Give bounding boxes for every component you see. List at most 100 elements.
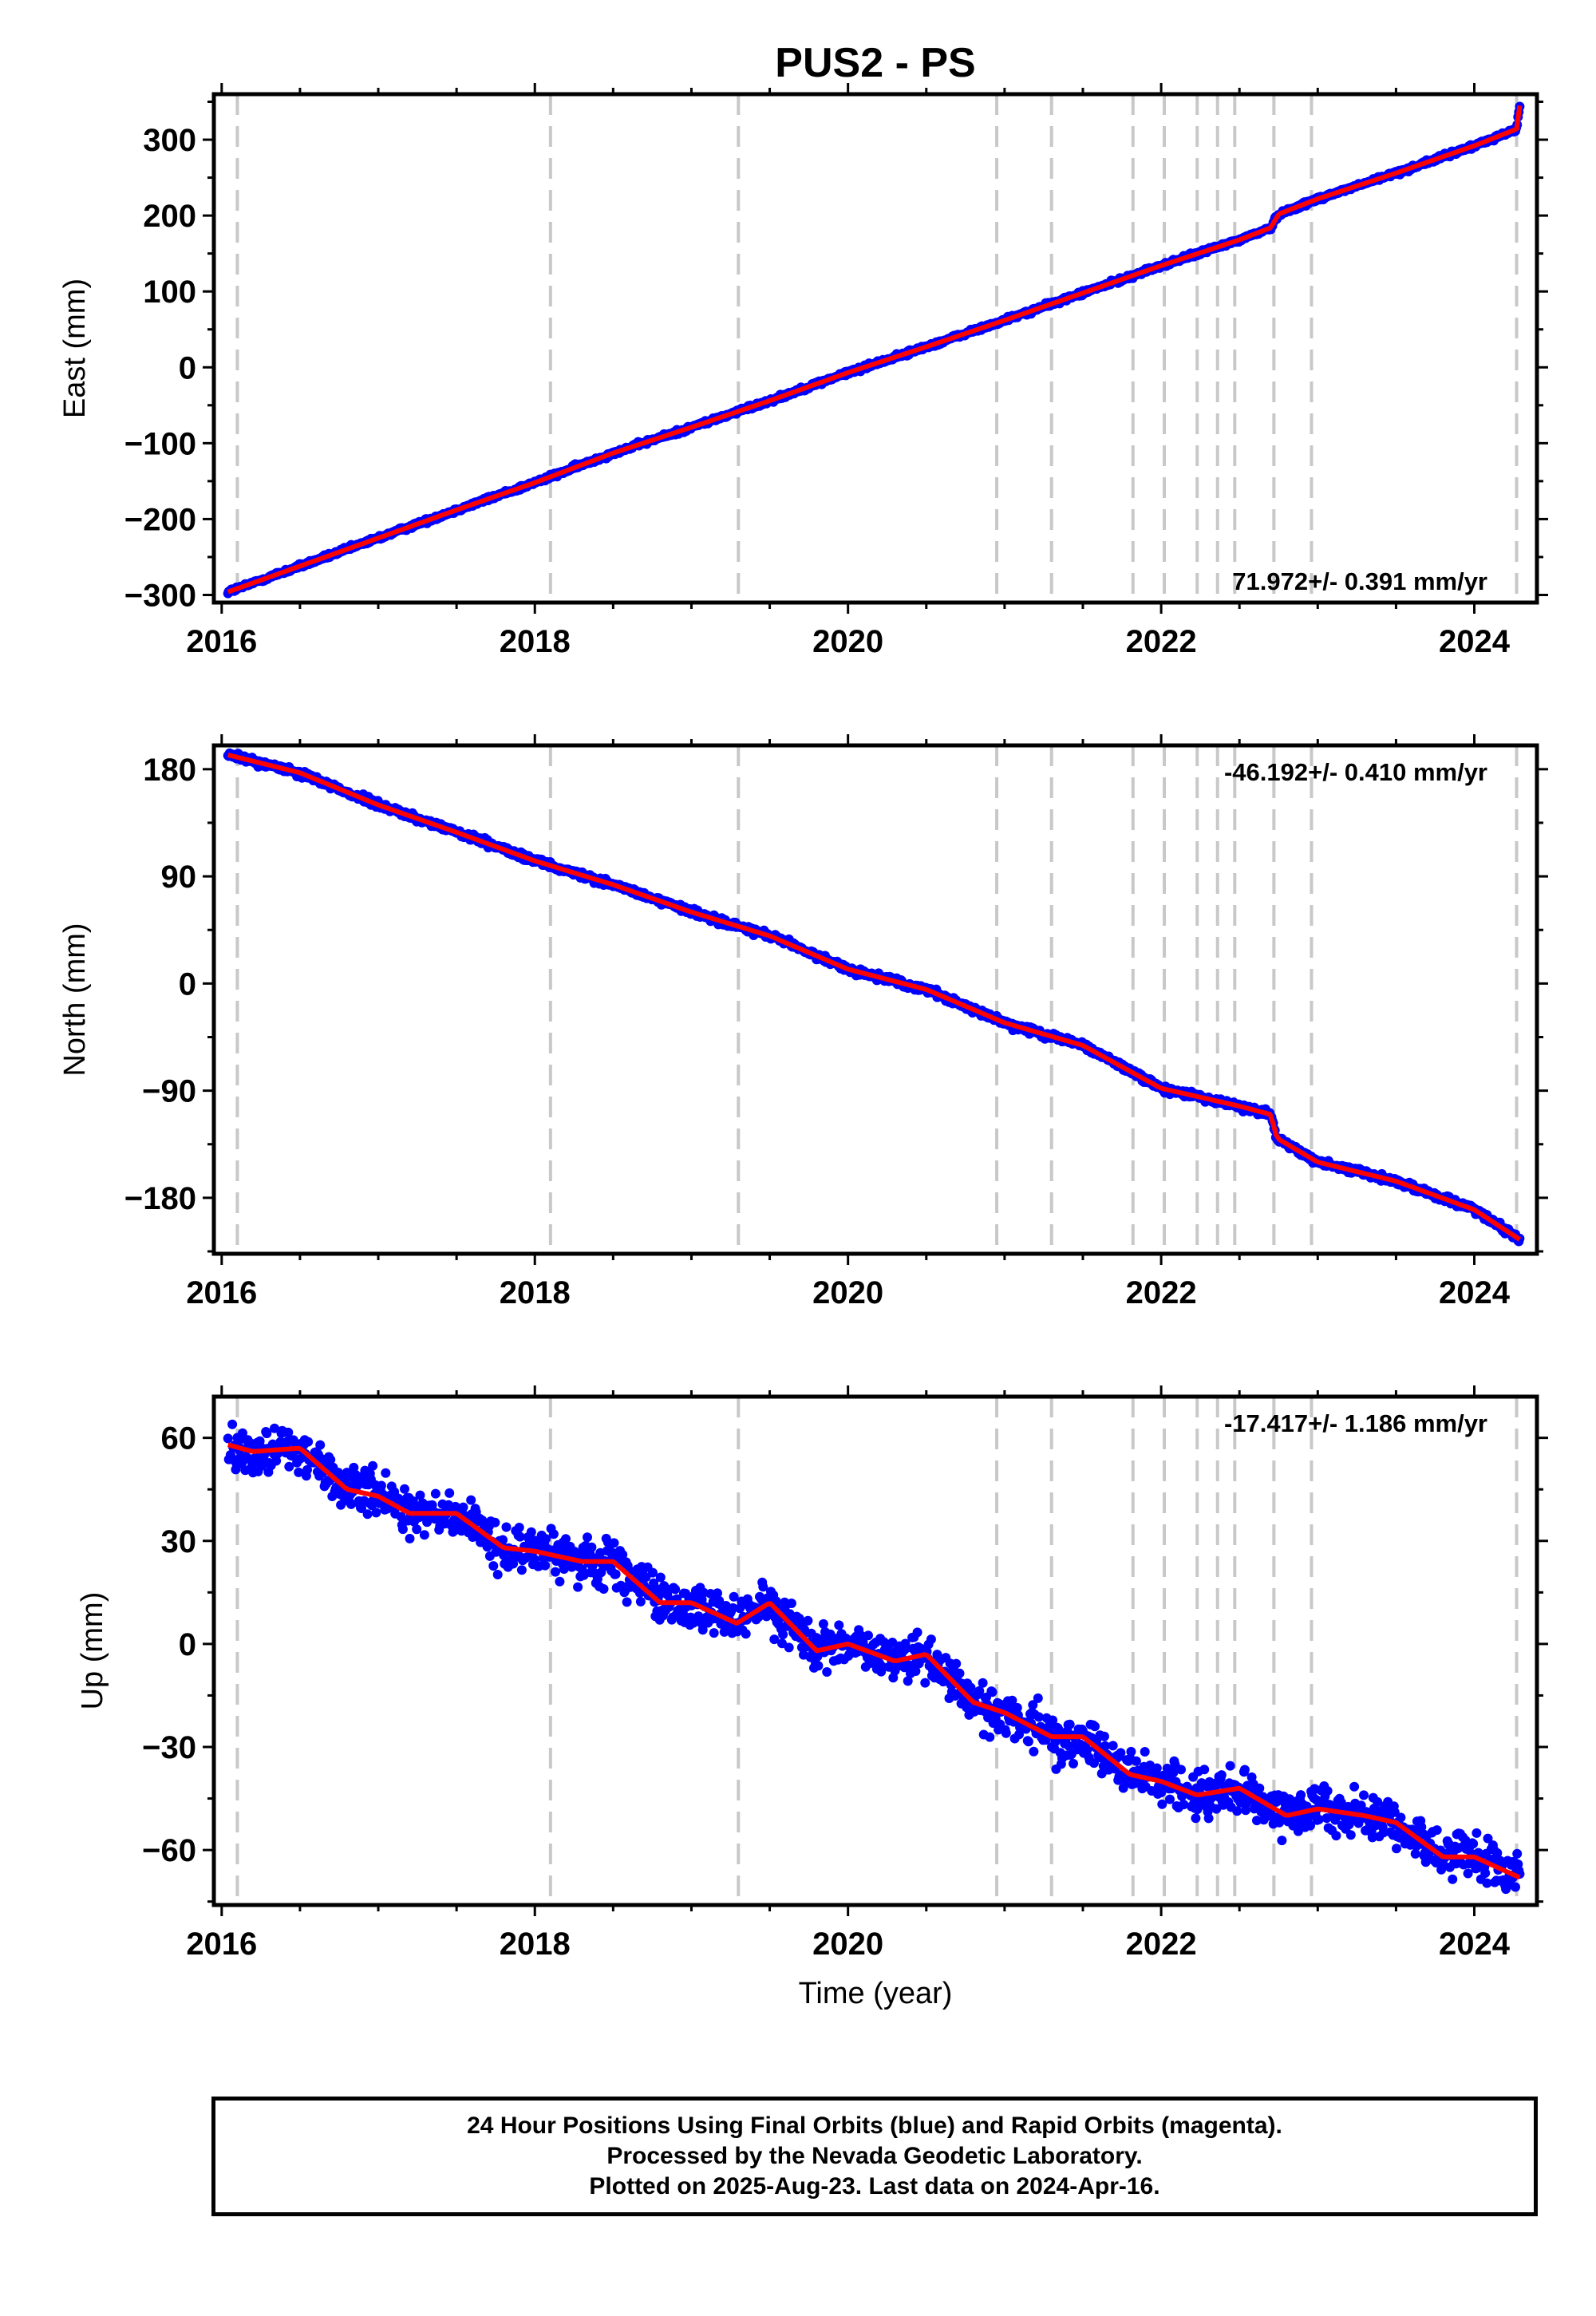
data-point xyxy=(713,1588,722,1599)
y-axis-label: Up (mm) xyxy=(76,1592,109,1710)
x-tick-label: 2022 xyxy=(1126,1275,1197,1310)
data-point xyxy=(985,1732,995,1742)
data-point xyxy=(834,1620,844,1630)
data-point xyxy=(784,1642,794,1653)
data-point xyxy=(397,1524,408,1535)
data-point xyxy=(1225,1761,1235,1771)
footer-line: Plotted on 2025-Aug-23. Last data on 202… xyxy=(589,2173,1160,2199)
data-point xyxy=(978,1678,988,1688)
data-point xyxy=(728,1603,738,1613)
x-tick-label: 2018 xyxy=(500,624,571,659)
data-point xyxy=(412,1524,422,1535)
data-point xyxy=(813,1661,824,1671)
data-point xyxy=(458,1502,468,1512)
data-point xyxy=(368,1460,378,1471)
x-tick-label: 2018 xyxy=(500,1927,571,1962)
data-point xyxy=(912,1627,922,1638)
data-point xyxy=(655,1572,666,1583)
data-point xyxy=(573,1582,583,1592)
data-point xyxy=(758,1582,768,1592)
x-tick-label: 2020 xyxy=(812,1927,883,1962)
data-point xyxy=(709,1628,719,1638)
x-axis: 2016 2018 2020 2022 2024 xyxy=(186,83,1511,659)
data-point xyxy=(430,1488,440,1499)
footer-line: Processed by the Nevada Geodetic Laborat… xyxy=(606,2143,1143,2169)
data-point xyxy=(1023,1737,1033,1747)
data-point xyxy=(1359,1790,1369,1800)
data-point xyxy=(255,1436,265,1446)
observation-points xyxy=(223,748,1525,1247)
data-point xyxy=(863,1630,873,1641)
data-point xyxy=(598,1584,609,1594)
rate-label: 71.972+/- 0.391 mm/yr xyxy=(1232,567,1487,595)
data-point xyxy=(514,1523,524,1532)
model-line xyxy=(227,752,1522,1242)
data-point xyxy=(1033,1693,1043,1703)
data-point xyxy=(346,1499,357,1509)
data-point xyxy=(635,1596,646,1607)
data-point xyxy=(284,1461,294,1472)
x-tick-label: 2022 xyxy=(1126,624,1197,659)
data-point xyxy=(540,1560,551,1571)
data-point xyxy=(1512,1848,1523,1859)
data-point xyxy=(583,1532,592,1543)
data-point xyxy=(648,1567,658,1578)
plot-area xyxy=(223,94,1525,603)
data-point xyxy=(1108,1741,1118,1751)
data-point xyxy=(548,1529,559,1539)
data-point xyxy=(303,1437,314,1447)
data-point xyxy=(786,1599,796,1608)
data-point xyxy=(688,1618,698,1628)
data-point xyxy=(1152,1763,1162,1773)
data-point xyxy=(769,1634,780,1645)
data-point xyxy=(1432,1825,1442,1836)
data-point xyxy=(1322,1786,1333,1796)
data-point xyxy=(1277,1836,1287,1846)
data-point xyxy=(315,1440,326,1450)
data-point xyxy=(294,1467,304,1477)
data-point xyxy=(1468,1839,1479,1849)
data-point xyxy=(1296,1790,1306,1800)
data-point xyxy=(488,1561,499,1571)
y-tick-label: 0 xyxy=(179,350,196,385)
y-tick-label: 180 xyxy=(143,753,196,788)
x-tick-label: 2020 xyxy=(812,624,883,659)
data-point xyxy=(1176,1765,1186,1775)
x-tick-label: 2022 xyxy=(1126,1927,1197,1962)
data-point xyxy=(270,1423,279,1433)
data-point xyxy=(641,1572,651,1583)
y-axis-label: East (mm) xyxy=(58,279,92,418)
y-axis-label: North (mm) xyxy=(58,923,92,1076)
data-point xyxy=(951,1658,962,1669)
data-point xyxy=(1349,1781,1360,1792)
data-point xyxy=(622,1597,632,1607)
data-point xyxy=(1511,1882,1520,1892)
data-point xyxy=(778,1630,788,1640)
footer-line: 24 Hour Positions Using Final Orbits (bl… xyxy=(467,2112,1282,2139)
y-tick-label: 0 xyxy=(179,1627,196,1662)
x-tick-label: 2018 xyxy=(500,1275,571,1310)
figure-title: PUS2 - PS xyxy=(775,40,975,86)
y-tick-label: −200 xyxy=(124,502,196,537)
x-tick-label: 2020 xyxy=(812,1275,883,1310)
data-point xyxy=(498,1535,508,1545)
y-tick-label: −100 xyxy=(124,426,196,461)
data-point xyxy=(283,1427,294,1437)
data-point xyxy=(492,1570,503,1579)
y-tick-label: −30 xyxy=(142,1730,196,1765)
plot-area xyxy=(223,745,1525,1254)
data-point xyxy=(1232,1806,1242,1816)
data-point xyxy=(1140,1747,1150,1757)
data-point xyxy=(1131,1756,1141,1766)
data-point xyxy=(1254,1783,1265,1793)
data-point xyxy=(1099,1731,1109,1741)
x-tick-label: 2016 xyxy=(186,624,257,659)
data-point xyxy=(551,1567,560,1577)
data-point xyxy=(818,1618,828,1629)
y-tick-label: 300 xyxy=(143,123,196,158)
y-tick-label: 200 xyxy=(143,199,196,234)
data-point xyxy=(1472,1828,1482,1838)
y-tick-label: −300 xyxy=(124,578,196,613)
